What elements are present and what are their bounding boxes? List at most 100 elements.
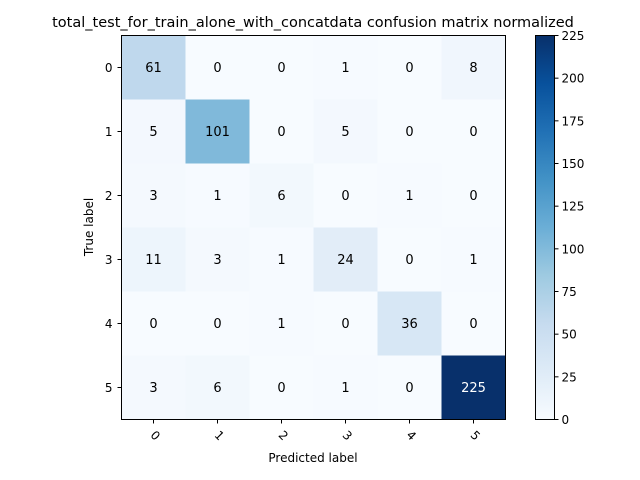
heatmap-cell — [185, 35, 250, 100]
heatmap-cell — [441, 291, 506, 356]
x-tick-label: 0 — [148, 428, 163, 443]
cell-value-label: 61 — [145, 61, 162, 76]
cell-value-label: 0 — [469, 317, 477, 332]
cell-value-label: 0 — [277, 125, 285, 140]
heatmap-cell — [377, 291, 442, 356]
cell-value-label: 0 — [213, 61, 221, 76]
y-tick-label: 3 — [105, 253, 113, 267]
x-tick-label: 4 — [404, 428, 419, 443]
cell-value-label: 5 — [341, 125, 349, 140]
colorbar-tick-label: 75 — [562, 285, 577, 299]
cell-value-labels: 61 0 0 1 0 85 101 0 5 0 03 1 6 0 1 011 3 1 24 0 10 0 1 0 36 03 6 0 1… — [145, 61, 486, 396]
heatmap-cell — [121, 355, 186, 420]
cell-value-label: 0 — [277, 61, 285, 76]
heatmap-cell — [377, 355, 442, 420]
cell-value-label: 1 — [469, 253, 477, 268]
colorbar — [535, 35, 555, 420]
y-tick-label: 4 — [105, 317, 113, 331]
cell-value-label: 6 — [277, 189, 285, 204]
heatmap-cell — [377, 227, 442, 292]
y-axis-ticks: 0 1 2 3 4 5 — [105, 61, 122, 395]
cell-value-label: 24 — [337, 253, 354, 268]
heatmap-cell — [441, 99, 506, 164]
heatmap-cells — [121, 35, 506, 420]
heatmap-cell — [249, 227, 314, 292]
cell-value-label: 3 — [213, 253, 221, 268]
cell-value-label: 101 — [205, 125, 230, 140]
heatmap-cell — [441, 163, 506, 228]
heatmap-cell — [441, 355, 506, 420]
heatmap-cell — [249, 355, 314, 420]
heatmap-cell — [185, 227, 250, 292]
cell-value-label: 0 — [469, 189, 477, 204]
heatmap-cell — [249, 291, 314, 356]
y-axis-label: True label — [82, 198, 96, 257]
heatmap-cell — [441, 227, 506, 292]
cell-value-label: 0 — [405, 253, 413, 268]
cell-value-label: 3 — [149, 189, 157, 204]
heatmap-cell — [377, 99, 442, 164]
heatmap-cell — [249, 99, 314, 164]
x-axis-ticks: 0 1 2 3 4 5 — [148, 419, 483, 443]
x-tick-label: 3 — [340, 428, 355, 443]
chart-title: total_test_for_train_alone_with_concatda… — [52, 15, 574, 31]
cell-value-label: 0 — [149, 317, 157, 332]
heatmap-cell — [185, 355, 250, 420]
y-tick-label: 5 — [105, 381, 113, 395]
colorbar-tick-label: 200 — [562, 72, 585, 86]
heatmap-cell — [377, 35, 442, 100]
heatmap-cell — [185, 291, 250, 356]
heatmap-cell — [441, 35, 506, 100]
heatmap-cell — [121, 35, 186, 100]
heatmap-cell — [313, 355, 378, 420]
cell-value-label: 5 — [149, 125, 157, 140]
heatmap-cell — [121, 291, 186, 356]
heatmap-cell — [249, 163, 314, 228]
cell-value-label: 1 — [341, 61, 349, 76]
heatmap-cell — [377, 163, 442, 228]
colorbar-tick-label: 150 — [562, 157, 585, 171]
colorbar-tick-label: 50 — [562, 328, 577, 342]
x-axis-label: Predicted label — [268, 451, 357, 465]
heatmap-cell — [313, 227, 378, 292]
heatmap-cell — [313, 163, 378, 228]
x-tick-label: 5 — [468, 428, 483, 443]
cell-value-label: 0 — [213, 317, 221, 332]
heatmap-cell — [249, 35, 314, 100]
cell-value-label: 11 — [145, 253, 162, 268]
cell-value-label: 0 — [405, 381, 413, 396]
x-tick-label: 2 — [276, 428, 291, 443]
heatmap-cell — [121, 227, 186, 292]
colorbar-tick-label: 225 — [562, 29, 585, 43]
colorbar-tick-label: 125 — [562, 200, 585, 214]
colorbar-tick-label: 25 — [562, 370, 577, 384]
colorbar-tick-label: 0 — [562, 413, 570, 427]
cell-value-label: 0 — [341, 189, 349, 204]
heatmap-cell — [313, 35, 378, 100]
heatmap-cell — [185, 99, 250, 164]
cell-value-label: 1 — [341, 381, 349, 396]
cell-value-label: 6 — [213, 381, 221, 396]
heatmap-cell — [313, 291, 378, 356]
cell-value-label: 0 — [469, 125, 477, 140]
heatmap-cell — [121, 163, 186, 228]
y-tick-label: 1 — [105, 125, 113, 139]
x-tick-label: 1 — [212, 428, 227, 443]
heatmap-cell — [185, 163, 250, 228]
cell-value-label: 0 — [405, 61, 413, 76]
cell-value-label: 36 — [401, 317, 418, 332]
cell-value-label: 1 — [277, 253, 285, 268]
heatmap-cell — [313, 99, 378, 164]
y-tick-label: 2 — [105, 189, 113, 203]
cell-value-label: 0 — [405, 125, 413, 140]
cell-value-label: 8 — [469, 61, 477, 76]
cell-value-label: 1 — [277, 317, 285, 332]
cell-value-label: 1 — [213, 189, 221, 204]
heatmap-cell — [121, 99, 186, 164]
colorbar-tick-label: 100 — [562, 242, 585, 256]
cell-value-label: 0 — [277, 381, 285, 396]
colorbar-ticks: 0 25 50 75 100 125 150 175 200 225 — [554, 29, 585, 427]
y-tick-label: 0 — [105, 61, 113, 75]
plot-frame — [121, 35, 506, 420]
